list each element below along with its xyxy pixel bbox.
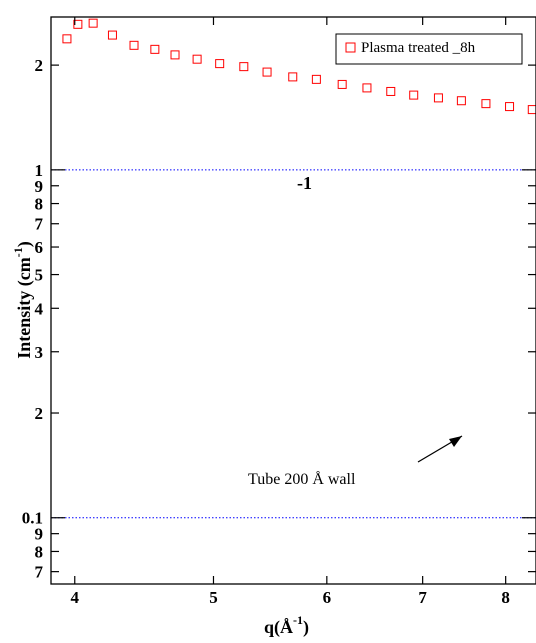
data-point: [62, 34, 72, 44]
svg-text:q(Å-1): q(Å-1): [264, 613, 309, 638]
data-point: [456, 96, 466, 106]
data-point: [73, 19, 83, 29]
data-point: [288, 72, 298, 82]
data-point: [129, 40, 139, 50]
data-point: [88, 18, 98, 28]
y-tick-label: 0.1: [22, 509, 43, 528]
legend: Plasma treated _8h: [335, 33, 523, 65]
data-point: [215, 59, 225, 69]
annotation-text: Tube 200 Å wall: [248, 470, 356, 488]
y-tick-label: 9: [35, 525, 44, 544]
data-point: [505, 102, 515, 112]
data-point: [433, 93, 443, 103]
annotation-arrowhead: [449, 436, 462, 447]
y-tick-label: 4: [35, 299, 44, 318]
data-point: [107, 30, 117, 40]
data-point: [362, 83, 372, 93]
plot-frame: [50, 16, 536, 585]
svg-text:Intensity (cm-1): Intensity (cm-1): [11, 241, 35, 359]
data-point: [311, 74, 321, 84]
x-tick-label: 8: [501, 588, 510, 607]
x-tick-label: 4: [71, 588, 80, 607]
reference-lines: [51, 169, 536, 519]
x-tick-label: 7: [418, 588, 427, 607]
slope-label: -1: [297, 173, 312, 193]
y-tick-label: 6: [35, 238, 44, 257]
legend-box: [335, 33, 523, 65]
data-points: [62, 18, 536, 115]
data-point: [170, 50, 180, 60]
y-tick-label: 9: [35, 177, 44, 196]
y-axis-title: Intensity (cm-1): [11, 241, 35, 359]
y-tick-label: 2: [35, 56, 44, 75]
y-tick-label: 7: [35, 215, 44, 234]
y-tick-label: 8: [35, 195, 44, 214]
legend-label: Plasma treated _8h: [361, 40, 476, 56]
y-tick-label: 3: [35, 343, 44, 362]
y-tick-label: 8: [35, 542, 44, 561]
data-point: [192, 54, 202, 64]
data-point: [527, 105, 536, 115]
y-tick-label: 7: [35, 563, 44, 582]
y-tick-label: 1: [35, 161, 44, 180]
legend-marker: [345, 42, 356, 53]
data-point: [239, 62, 249, 72]
y-tick-label: 2: [35, 404, 44, 423]
data-point: [481, 99, 491, 109]
data-point: [386, 86, 396, 96]
data-point: [150, 44, 160, 54]
y-tick-label: 5: [35, 266, 44, 285]
x-axis-title: q(Å-1): [264, 613, 309, 638]
x-tick-label: 6: [323, 588, 332, 607]
data-point: [337, 79, 347, 89]
x-tick-label: 5: [209, 588, 218, 607]
axis-ticks: [51, 17, 536, 584]
data-point: [262, 67, 272, 77]
data-point: [409, 90, 419, 100]
